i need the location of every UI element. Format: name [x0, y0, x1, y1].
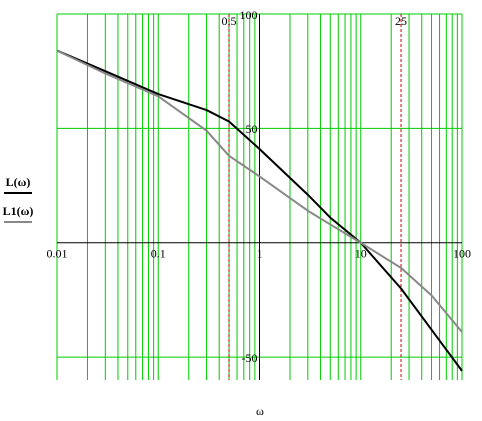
x-tick-label: 0.1 [151, 247, 166, 261]
marker-label: 0.5 [222, 14, 237, 28]
y-tick-label: 100 [240, 8, 258, 22]
series-line [56, 49, 463, 372]
y-tick-label: -50 [242, 351, 258, 365]
legend-label: L1(ω) [3, 204, 34, 218]
x-axis-label: ω [256, 404, 264, 418]
series-line [56, 49, 463, 333]
legend-label: L(ω) [6, 175, 31, 189]
y-tick-label: 50 [246, 122, 258, 136]
x-tick-label: 0.01 [47, 247, 68, 261]
x-tick-label: 10 [355, 247, 367, 261]
marker-label: 25 [395, 14, 407, 28]
x-tick-label: 100 [453, 247, 471, 261]
